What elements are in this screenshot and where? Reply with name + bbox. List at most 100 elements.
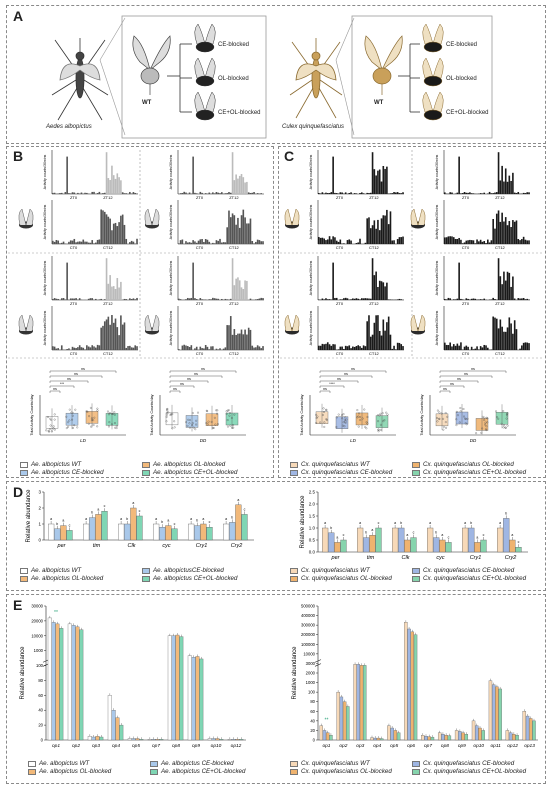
d-sig-letter: a (499, 521, 501, 525)
e-bar (171, 635, 176, 741)
e-bar (447, 735, 452, 741)
summary-point (48, 428, 51, 431)
d-bar (194, 525, 201, 541)
summary-point (502, 424, 505, 427)
significance-bracket (169, 375, 223, 378)
summary-point (444, 412, 447, 414)
legend-b-ol: Ae. albopictus OL-blocked (153, 461, 226, 468)
summary-point (195, 423, 198, 426)
summary-point (383, 419, 386, 422)
head-antenna-icon (144, 208, 160, 226)
activity-bar (497, 210, 500, 244)
aedes-ceol-label: CE+OL-blocked (218, 110, 261, 116)
summary-point (71, 411, 74, 414)
significance-label: ns (53, 387, 57, 391)
d-sig-letter: c (139, 509, 141, 513)
activity-bar (389, 211, 392, 244)
summary-point (194, 428, 197, 431)
d-sig-letter: c (174, 522, 176, 526)
summary-point (233, 413, 236, 416)
activity-bar (185, 299, 187, 300)
d-bar (375, 527, 382, 553)
d-bar (427, 527, 434, 553)
e-bar (151, 739, 156, 741)
activity-bar (444, 192, 446, 194)
summary-point (458, 421, 461, 424)
e-bar (498, 688, 502, 741)
e-bar (387, 725, 391, 741)
activity-bar (328, 236, 331, 244)
activity-tick-12: CT12 (103, 245, 114, 250)
activity-bar (323, 344, 325, 350)
e-bar (454, 730, 459, 741)
activity-bar (395, 349, 397, 350)
activity-bar (111, 286, 113, 300)
activity-bar (472, 240, 475, 244)
activity-bar (201, 348, 203, 350)
activity-tick-0: ZT0 (70, 301, 78, 306)
summary-point (197, 411, 199, 414)
activity-bar (185, 241, 187, 244)
activity-bar (371, 225, 374, 244)
e-bar (119, 724, 124, 741)
legend-d-cx-ceol: Cx. quinquefasciatus CE+OL-blocked (423, 575, 527, 582)
activity-bar (359, 346, 361, 350)
aedes-wt-label: WT (142, 100, 152, 106)
d-sig-letter: c (69, 523, 71, 527)
activity-bar (213, 298, 216, 300)
legend-d-right: Cx. quinquefasciatus WT Cx. quinquefasci… (290, 567, 530, 583)
legend-d-cx-ce: Cx. quinquefasciatus CE-blocked (423, 567, 515, 574)
activity-bar (513, 192, 516, 194)
activity-bar (334, 297, 336, 300)
e-bar (55, 623, 60, 741)
e-y-tick-label: 20 (38, 723, 43, 728)
activity-bar (64, 192, 67, 194)
activity-bar (203, 241, 205, 244)
activity-bar (504, 280, 507, 300)
e-bar (95, 736, 100, 741)
summary-point (113, 422, 116, 424)
activity-bar (467, 346, 469, 350)
activity-bar (221, 242, 223, 244)
activity-bar (396, 192, 399, 194)
activity-bar (332, 156, 334, 194)
activity-bar (121, 192, 124, 194)
activity-tick-0: CT0 (336, 351, 344, 356)
culex-wt-head (364, 35, 403, 95)
activity-bar (389, 334, 392, 350)
activity-bar (339, 299, 342, 300)
activity-bar (463, 346, 466, 350)
d-category-label: Cry2 (231, 543, 243, 549)
culex-mosquito-illustration (289, 38, 343, 119)
activity-bar (219, 238, 221, 244)
activity-bar (492, 297, 494, 300)
e-category-label: op2 (339, 743, 347, 749)
summary-point (210, 420, 213, 423)
activity-bar (210, 193, 212, 194)
activity-bar (378, 230, 381, 244)
panel-e-label: E (13, 597, 23, 613)
e-bar (131, 738, 136, 741)
legend-b-wt: Ae. albopictus WT (31, 461, 82, 468)
d-bar (165, 525, 172, 541)
activity-bar (513, 221, 516, 244)
activity-bar (444, 237, 446, 244)
e-y-tick-label: 500000 (301, 604, 316, 609)
d-sig-letter: c (209, 520, 211, 524)
activity-bar (452, 299, 455, 300)
d-sig-letter: c (343, 533, 345, 537)
activity-bar (120, 281, 122, 300)
summary-point (211, 426, 214, 429)
activity-bar (460, 239, 462, 244)
activity-bar (91, 298, 94, 300)
e-bar (175, 634, 180, 741)
summary-point (481, 427, 484, 430)
e-y-tick-label: 300000 (301, 623, 316, 628)
activity-bar (454, 345, 457, 350)
summary-point (205, 409, 208, 412)
activity-bar (318, 192, 320, 194)
summary-point (438, 417, 441, 420)
summary-point (71, 414, 74, 417)
head-antenna-icon (410, 208, 426, 226)
activity-bar (359, 238, 361, 244)
